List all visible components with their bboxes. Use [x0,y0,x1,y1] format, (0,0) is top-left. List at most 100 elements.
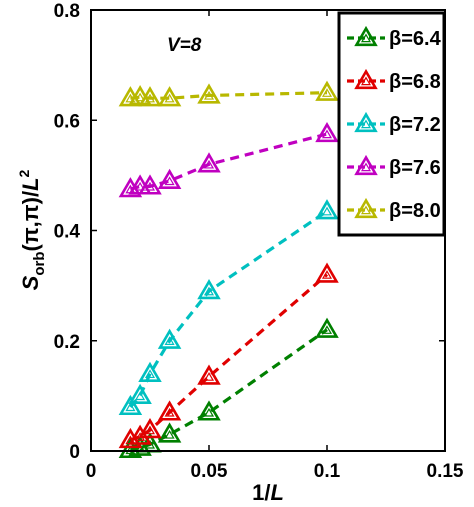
series-3-point-inner [144,181,156,191]
series-3-point-outer [157,168,182,190]
series-4-point [157,86,182,107]
ticks-layer: 0 0.05 0.1 0.15 0 0.2 0.4 0.6 0.8 [54,1,464,482]
y-tick-label: 0.4 [54,222,81,243]
series-4-point-inner [203,90,215,100]
series-4-point-inner [164,93,175,103]
series-1-point-inner [203,372,215,381]
legend-marker [354,68,378,90]
series-2-point [118,394,143,416]
series-2-point [157,328,182,349]
legend-marker-inner [360,119,372,129]
legend-label: β=6.4 [389,28,442,50]
legend-marker [354,25,378,47]
legend-marker-inner [360,162,372,172]
series-3-point-inner [203,159,215,169]
series-3-point-inner [164,176,175,186]
series-2-point-inner [321,206,333,216]
legend-label: β=8.0 [389,200,441,222]
series-2-point [197,279,221,300]
legend-marker [354,111,378,133]
series-2-point-inner [144,369,156,379]
series-2-point-outer [157,328,182,349]
y-tick-label: 0 [69,442,80,463]
series-0-point-inner [203,407,215,417]
legend-box [337,11,446,237]
legend-marker-inner [360,33,372,43]
legend-marker-outer [354,25,378,47]
series-1-point [157,400,182,421]
series-line-1 [129,273,329,442]
series-1-point-inner [164,407,175,417]
legend-marker-outer [354,111,378,133]
series-1-point-inner [321,270,333,279]
legend-marker [354,154,378,176]
legend-item: β=7.6 [347,154,441,179]
series-4-point-outer [197,83,221,104]
series-1-point-outer [157,400,182,421]
series-line-2 [129,209,328,408]
legend-label: β=7.6 [389,157,441,179]
legend-marker-outer [354,154,378,176]
series-0-point [197,400,221,421]
series-3-point [157,168,182,190]
legend-marker-outer [354,68,378,90]
series-3-point-outer [197,152,221,173]
legend-label: β=6.8 [389,71,441,93]
series-2-point [128,383,152,405]
series-4-point-outer [138,86,162,107]
series-4-point [315,80,339,101]
y-tick-label: 0.6 [54,111,80,132]
series-1-point-inner [144,425,156,435]
series-2-point-outer [128,383,152,405]
series-3-point [197,152,221,173]
series-4-point-inner [135,92,146,102]
series-0-point-inner [321,325,333,334]
x-tick-label: 0.15 [427,461,464,482]
series-2-point-inner [164,336,175,345]
series-3-point-inner [135,181,146,191]
x-axis-title: 1/L [252,480,284,505]
series-1-point-outer [197,364,221,385]
series-4-point-outer [315,80,339,101]
x-tick-label: 0 [86,461,97,482]
series-1-point-outer [138,417,162,439]
series-0-point-outer [197,400,221,421]
series-2-point-outer [138,361,162,382]
series-2-point-outer [315,199,339,220]
series-3-point [138,174,162,195]
annotation-text: V=8 [167,35,202,56]
series-2-point-outer [197,279,221,300]
series-1-point [138,417,162,439]
y-tick-label: 0.8 [54,1,80,22]
series-1-point-outer [118,427,143,449]
series-3-point-outer [315,121,339,143]
series-1-point-outer [128,424,152,445]
series-2-point [315,199,339,220]
legend-item: β=8.0 [347,197,441,222]
series-0-point-inner [164,429,175,439]
series-3-point-inner [321,129,333,139]
y-axis-title: Sorb(π,π)/L2 [16,169,48,290]
legend-marker-outer [354,197,378,219]
series-line-4 [130,91,328,100]
series-4-point-inner [144,93,156,103]
legend-marker-inner [360,76,372,86]
series-0-point [315,317,339,338]
series-4-point-inner [321,88,333,97]
series-0-point [157,422,182,443]
legend-item: β=6.8 [347,68,441,93]
series-0-point-outer [315,317,339,338]
series-1-point [197,364,221,385]
series-2-point-outer [118,394,143,416]
y-tick-label: 0.2 [54,332,80,353]
series-2-point-inner [135,391,146,401]
series-2-point [138,361,162,382]
series-2-point-inner [203,286,215,296]
x-tick-label: 0.05 [191,461,228,482]
legend-marker-inner [360,205,372,215]
x-tick-label: 0.1 [314,461,341,482]
series-3-point-outer [138,174,162,195]
series-4-point-outer [157,86,182,107]
series-4-point [138,86,162,107]
